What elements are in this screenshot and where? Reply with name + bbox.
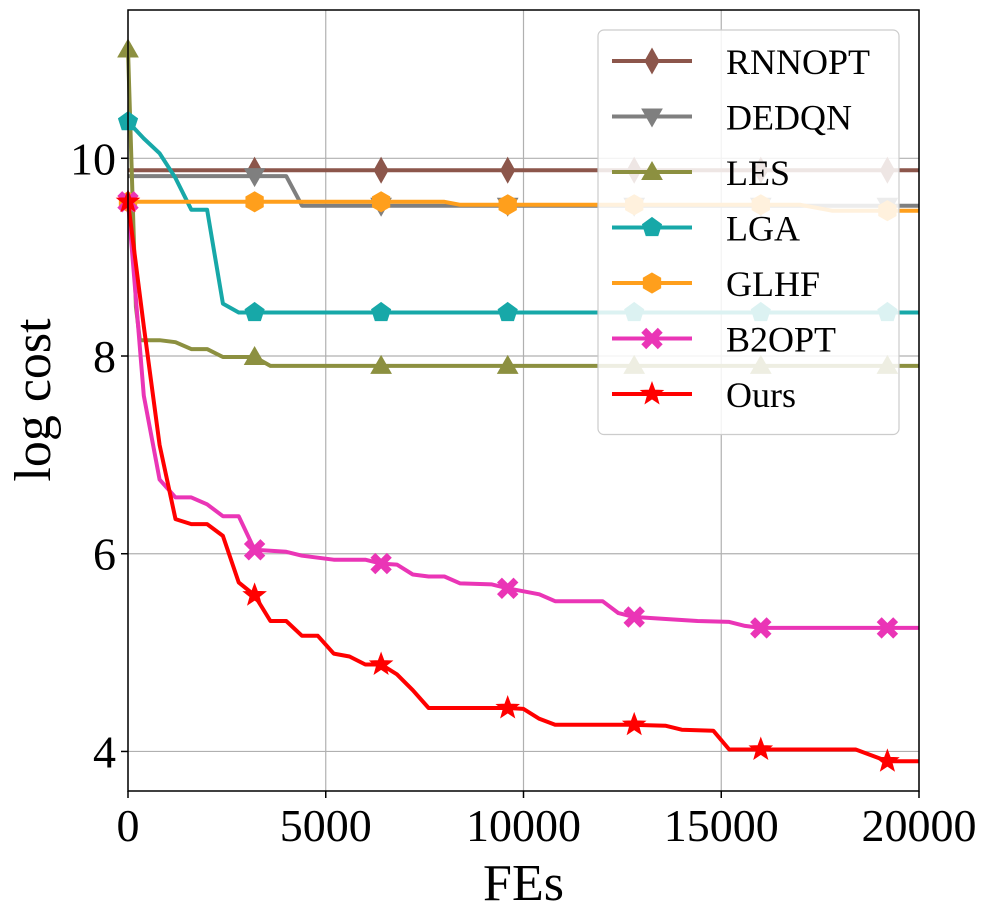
x-tick-label: 5000 (280, 800, 372, 851)
legend-swatch-marker (642, 272, 662, 294)
legend-swatch-marker (641, 327, 663, 350)
data-point-rnnopt (500, 156, 516, 184)
data-point-glhf (498, 194, 517, 216)
data-point-ours (368, 651, 394, 675)
legend-label: DEDQN (726, 98, 852, 138)
series-b2opt (117, 191, 919, 639)
data-point-ours (748, 736, 774, 760)
data-point-b2opt (243, 539, 266, 561)
x-axis-label: FEs (483, 855, 564, 912)
legend-swatch-marker (639, 381, 665, 405)
data-point-glhf (371, 191, 391, 213)
legend-item-b2opt: B2OPT (612, 320, 836, 360)
legend-item-glhf: GLHF (612, 264, 820, 304)
series-ours (115, 188, 919, 772)
data-point-ours (875, 748, 900, 772)
data-point-ours (495, 695, 521, 719)
data-point-ours (242, 582, 267, 606)
legend-label: Ours (726, 375, 796, 415)
y-tick-label: 4 (93, 726, 116, 777)
legend-swatch-marker (641, 108, 663, 128)
y-tick-label: 6 (93, 529, 116, 580)
data-point-b2opt (876, 617, 899, 639)
data-point-lga (371, 301, 392, 322)
legend-label: LES (726, 153, 790, 193)
legend-box (597, 29, 900, 436)
legend-item-ours: Ours (612, 375, 796, 415)
data-point-les (370, 354, 392, 374)
legend-item-dedqn: DEDQN (612, 98, 852, 138)
data-point-ours (621, 711, 647, 736)
series-line-b2opt (126, 201, 919, 630)
x-tick-label: 15000 (664, 800, 779, 851)
axis-ticks: 0 5000 10000 15000 20000 4 6 8 10 (70, 133, 977, 851)
legend-swatch-marker (644, 47, 660, 75)
data-point-b2opt (370, 552, 392, 575)
legend-label: GLHF (726, 264, 820, 304)
series-line-lga (126, 120, 919, 315)
data-point-b2opt (750, 617, 772, 639)
legend-label: RNNOPT (726, 42, 870, 82)
y-tick-label: 8 (93, 331, 116, 382)
data-point-lga (497, 301, 518, 322)
x-tick-label: 0 (117, 800, 140, 851)
data-point-b2opt (623, 606, 645, 628)
legend-label: B2OPT (726, 320, 836, 360)
legend-label: LGA (726, 209, 800, 249)
x-tick-label: 20000 (862, 800, 977, 851)
data-point-b2opt (496, 577, 519, 600)
legend-item-rnnopt: RNNOPT (612, 42, 870, 82)
legend-item-les: LES (612, 153, 790, 193)
legend-swatch-marker (641, 160, 663, 180)
data-point-lga (244, 301, 265, 322)
legend-swatch-marker (641, 216, 663, 237)
data-point-les (496, 354, 519, 374)
data-point-les (243, 345, 266, 365)
legend-item-lga: LGA (612, 209, 800, 249)
data-point-rnnopt (373, 156, 389, 184)
y-tick-label: 10 (70, 133, 116, 184)
x-tick-label: 10000 (466, 800, 581, 851)
data-point-dedqn (243, 168, 266, 188)
legend: RNNOPT DEDQN LES LGA GLHF B2OPT Ours (597, 29, 900, 436)
y-axis-label: log cost (5, 318, 62, 482)
data-point-glhf (245, 191, 264, 213)
